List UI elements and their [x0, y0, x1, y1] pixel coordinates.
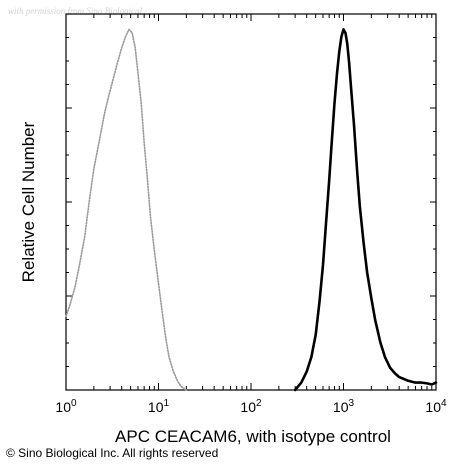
x-tick-label: 104 — [425, 398, 447, 415]
x-tick-label: 103 — [333, 398, 355, 415]
ceacam6-histogram — [293, 28, 438, 392]
y-axis-label: Relative Cell Number — [19, 121, 38, 282]
copyright-text: © Sino Biological Inc. All rights reserv… — [6, 446, 218, 460]
plot-area: 100 101 102 103 104 — [55, 13, 447, 415]
x-tick-label: 102 — [240, 398, 262, 415]
plot-frame — [65, 13, 437, 391]
isotype-control-histogram — [65, 28, 188, 391]
x-tick-label: 101 — [148, 398, 170, 415]
x-tick-label: 100 — [55, 398, 77, 415]
x-axis-label: APC CEACAM6, with isotype control — [115, 427, 391, 446]
watermark-text: with permission from Sino Biological — [8, 6, 143, 16]
